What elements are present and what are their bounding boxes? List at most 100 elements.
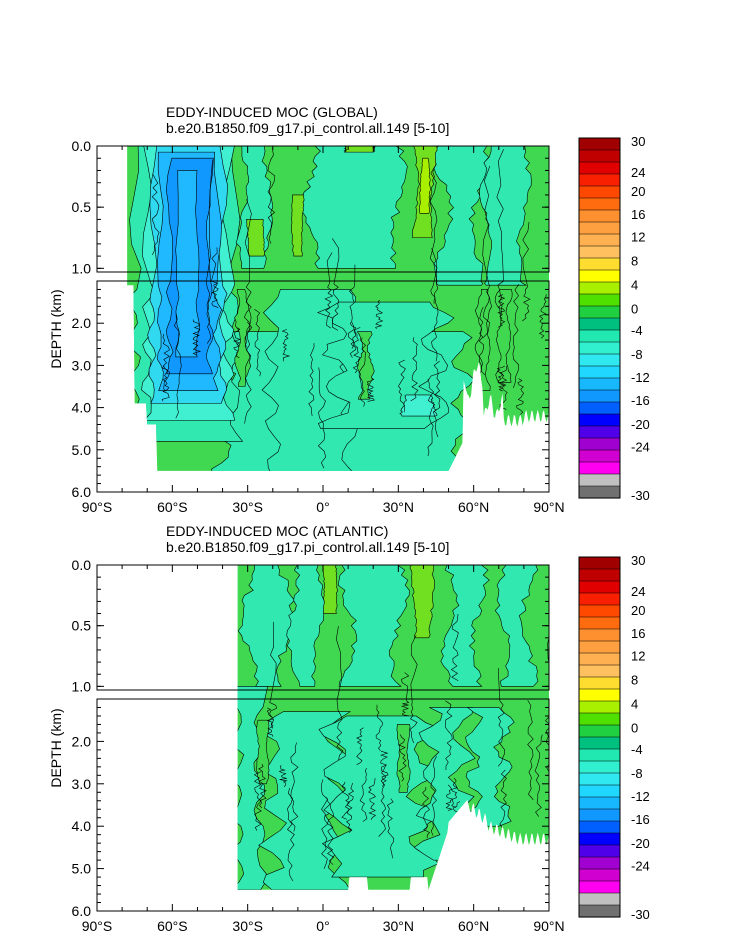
colorbar-label: 12 [631, 230, 645, 245]
contour-line [356, 727, 364, 765]
colorbar-frame [578, 556, 621, 918]
contour-line [347, 264, 356, 349]
colorbar-swatch [578, 856, 621, 870]
colorbar-label: -30 [631, 488, 650, 503]
colorbar-frame [578, 137, 621, 499]
contour-region [440, 565, 490, 687]
colorbar-swatch [578, 628, 621, 642]
contour-field [237, 565, 549, 890]
contour-region [337, 565, 410, 687]
contour-line [326, 797, 335, 865]
contour-region [245, 219, 265, 257]
colorbar-swatch [578, 341, 621, 355]
contour-region [399, 394, 438, 417]
colorbar-swatch [578, 281, 621, 295]
colorbar-swatch [578, 185, 621, 199]
colorbar-swatch [578, 353, 621, 367]
colorbar-label: 0 [631, 721, 638, 736]
contour-region [322, 565, 338, 614]
colorbar-swatch [578, 233, 621, 247]
colorbar-swatch [578, 389, 621, 403]
contour-line [496, 149, 504, 315]
y-tick-label: 3.0 [72, 357, 92, 373]
contour-line [281, 329, 291, 362]
colorbar-label: 30 [631, 134, 645, 149]
colorbar-swatch [578, 329, 621, 343]
colorbar-swatch [578, 269, 621, 283]
contour-line [450, 777, 458, 808]
colorbar-label: 8 [631, 254, 638, 269]
y-tick-label: 6.0 [72, 903, 92, 919]
colorbar-swatch [578, 652, 621, 666]
colorbar-swatch [578, 413, 621, 427]
contour-line [499, 365, 508, 410]
colorbar-label: -30 [631, 907, 650, 922]
colorbar-swatch [578, 425, 621, 439]
colorbar-label: -8 [631, 766, 643, 781]
contour-line [516, 378, 525, 417]
y-tick-label: 0.0 [72, 557, 92, 573]
y-tick-label: 0.5 [72, 618, 92, 634]
x-tick-label: 30°S [232, 499, 263, 515]
colorbar-swatch [578, 844, 621, 858]
contour-line [368, 778, 377, 821]
colorbar-swatch [578, 137, 621, 151]
colorbar-swatch [578, 449, 621, 463]
contour-line [497, 668, 506, 767]
contour-line [243, 199, 252, 348]
colorbar: 30 24 20 16 12 8 4 0 -4 -8 -12 -16 -20 -24 -30 [578, 134, 650, 503]
colorbar-swatch [578, 784, 621, 798]
x-tick-label: 90°N [533, 918, 564, 934]
colorbar-swatch [578, 437, 621, 451]
chart-subtitle: b.e20.B1850.f09_g17.pi_control.all.149 [… [166, 539, 449, 555]
y-tick-label: 5.0 [72, 442, 92, 458]
colorbar-swatch [578, 161, 621, 175]
global-moc-panel: EDDY-INDUCED MOC (GLOBAL)b.e20.B1850.f09… [48, 104, 565, 515]
colorbar-swatch [578, 832, 621, 846]
contour-line [450, 613, 459, 682]
colorbar-label: -16 [631, 812, 650, 827]
x-tick-label: 0° [316, 499, 329, 515]
colorbar-label: 20 [631, 603, 645, 618]
y-tick-label: 4.0 [72, 400, 92, 416]
colorbar-label: -12 [631, 370, 650, 385]
contour-line [151, 174, 160, 256]
colorbar-swatch [578, 556, 621, 570]
x-tick-label: 30°S [232, 918, 263, 934]
contour-field [127, 146, 549, 471]
contour-line [192, 319, 202, 356]
colorbar-swatch [578, 700, 621, 714]
x-tick-label: 60°N [458, 918, 489, 934]
chart-title: EDDY-INDUCED MOC (GLOBAL) [166, 104, 378, 120]
contour-line [308, 343, 315, 417]
colorbar-label: 4 [631, 697, 638, 712]
contour-region [409, 565, 435, 639]
colorbar-label: -20 [631, 836, 650, 851]
contour-line [269, 621, 277, 729]
contour-line [478, 306, 486, 376]
contour-line [321, 779, 329, 869]
contour-region [237, 565, 296, 687]
contour-region [234, 289, 252, 387]
contour-line [422, 786, 430, 839]
colorbar-swatch [578, 197, 621, 211]
contour-line [162, 333, 171, 392]
contour-line [410, 337, 419, 402]
colorbar-swatch [578, 401, 621, 415]
y-axis-label: DEPTH (km) [48, 289, 64, 368]
colorbar-swatch [578, 461, 621, 475]
contour-line [527, 700, 534, 800]
colorbar-swatch [578, 640, 621, 654]
colorbar-label: -4 [631, 323, 643, 338]
y-tick-label: 2.0 [72, 733, 92, 749]
colorbar-swatch [578, 317, 621, 331]
colorbar-swatch [578, 580, 621, 594]
contour-line [375, 299, 384, 330]
contour-line [512, 284, 520, 389]
contour-region [479, 146, 532, 286]
contour-line [431, 248, 439, 362]
colorbar-swatch [578, 365, 621, 379]
colorbar-swatch [578, 796, 621, 810]
contour-line [287, 787, 295, 882]
